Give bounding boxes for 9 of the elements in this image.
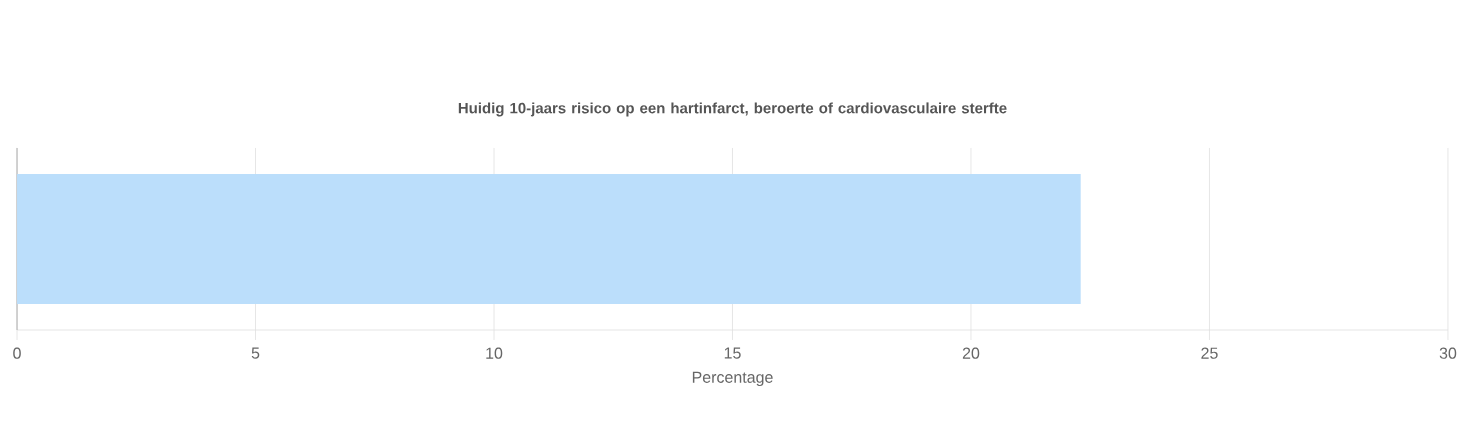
x-tick-label: 25: [1201, 347, 1218, 359]
x-tick-label: 15: [724, 347, 741, 359]
x-tick-label: 30: [1439, 347, 1457, 359]
x-tick-label: 0: [13, 347, 21, 359]
x-tick-label: 10: [486, 347, 503, 359]
x-tick-label: 5: [251, 347, 260, 359]
x-axis-title: Percentage: [692, 371, 773, 387]
x-tick-label: 20: [962, 347, 980, 359]
chart-title: Huidig 10-jaars risico op een hartinfarct, beroerte of cardiovasculaire sterfte: [458, 102, 1007, 117]
